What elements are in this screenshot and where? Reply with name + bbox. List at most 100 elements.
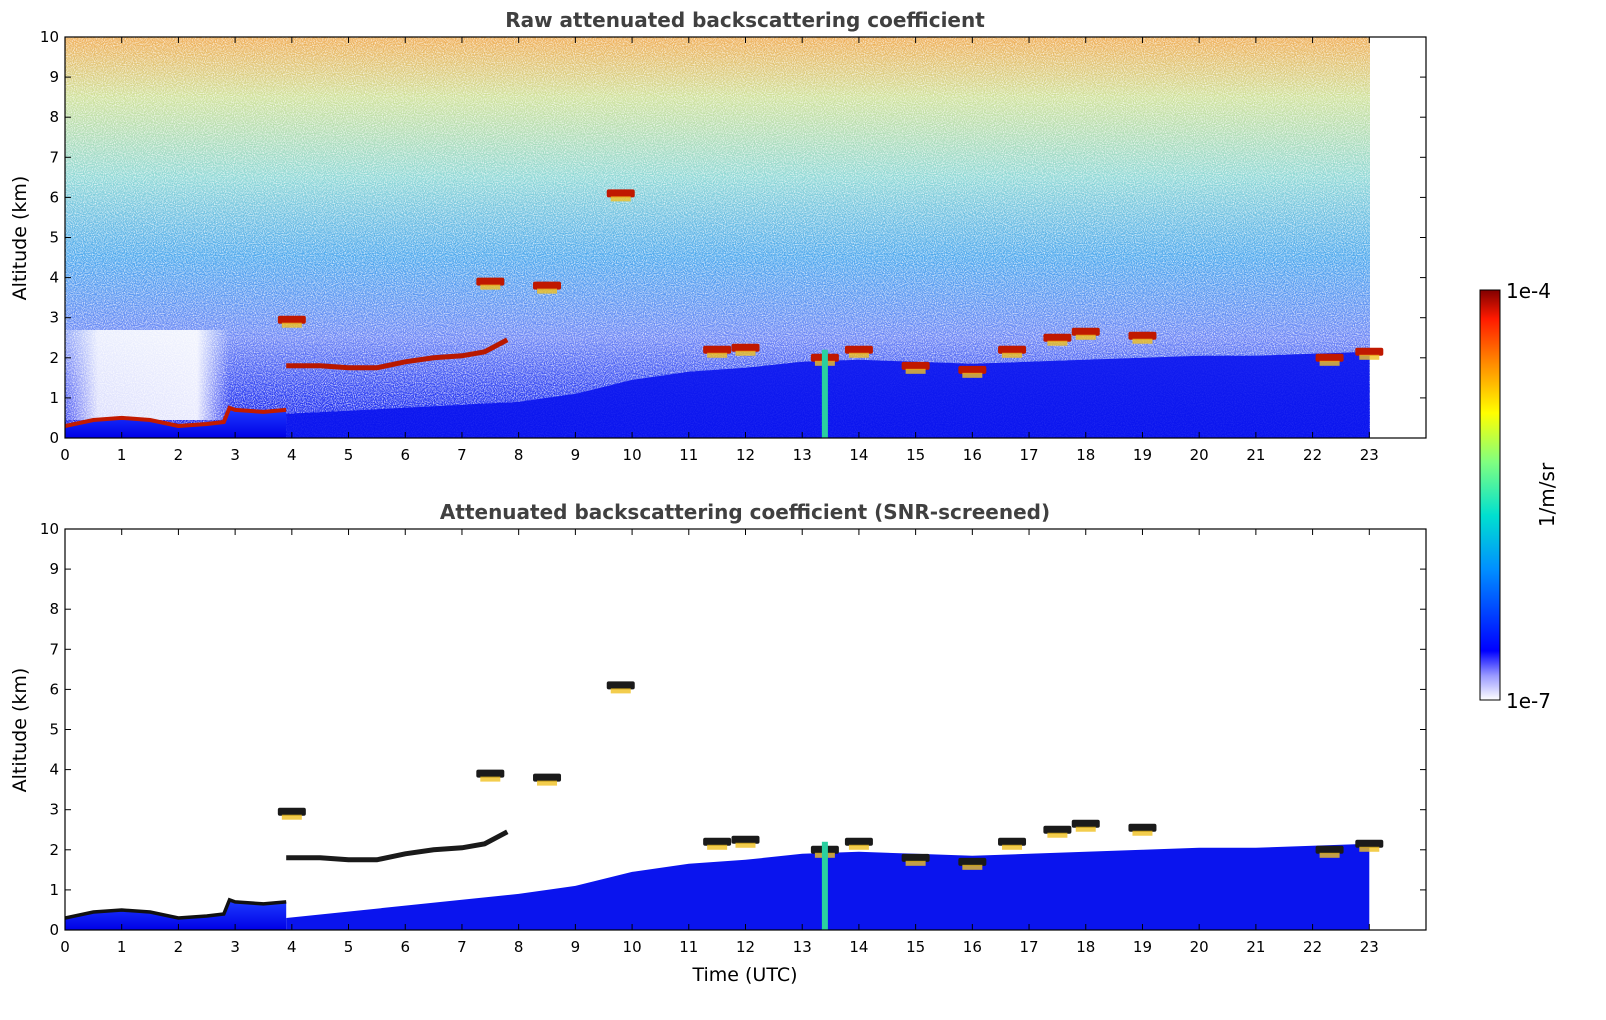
y-tick-label: 0 (49, 921, 59, 939)
raw-y-axis: 0 1 2 3 4 5 6 7 8 9 10 (40, 28, 1426, 447)
cloud-patch (606, 681, 635, 694)
y-tick-label: 8 (49, 600, 59, 618)
x-tick-label: 6 (400, 446, 410, 464)
x-tick-label: 14 (849, 446, 868, 464)
cloud-patch (277, 315, 306, 328)
x-tick-label: 0 (60, 938, 70, 956)
snr-boundary-layer-top (65, 897, 287, 920)
colorbar-max-label: 1e-4 (1506, 279, 1551, 303)
y-tick-label: 8 (49, 108, 59, 126)
raw-cloud-patches (277, 189, 1384, 378)
y-tick-label: 1 (49, 881, 59, 899)
x-tick-label: 1 (117, 938, 127, 956)
snr-residual-layer (286, 829, 509, 863)
cloud-patch (1043, 825, 1072, 838)
colorbar-min-label: 1e-7 (1506, 689, 1551, 713)
cloud-patch (533, 281, 562, 294)
x-tick-label: 17 (1019, 446, 1038, 464)
y-tick-label: 3 (49, 309, 59, 327)
raw-x-axis: 0 1 2 3 4 5 6 7 8 9 10 11 12 13 14 15 16 17 18 19 20 21 22 23 (60, 37, 1379, 464)
x-tick-label: 5 (344, 938, 354, 956)
snr-heatmap-image (65, 681, 1384, 930)
y-tick-label: 6 (49, 188, 59, 206)
raw-boundary-layer-top (65, 405, 287, 429)
x-tick-label: 2 (174, 446, 184, 464)
colorbar-units-label: 1/m/sr (1535, 462, 1559, 527)
x-tick-label: 12 (736, 938, 755, 956)
y-tick-label: 10 (40, 520, 59, 538)
snr-y-axis-label: Altitude (km) (9, 668, 31, 793)
cloud-patch (476, 277, 505, 290)
raw-boundary-layer (65, 407, 287, 438)
x-tick-label: 6 (400, 938, 410, 956)
x-tick-label: 13 (793, 938, 812, 956)
x-tick-label: 11 (679, 938, 698, 956)
snr-x-axis: 0 1 2 3 4 5 6 7 8 9 10 11 12 13 14 15 16 17 18 19 20 21 22 23 (60, 529, 1379, 956)
cloud-patch (1315, 353, 1344, 366)
x-tick-label: 10 (623, 938, 642, 956)
y-tick-label: 9 (49, 560, 59, 578)
cloud-patch (901, 361, 930, 374)
y-tick-label: 5 (49, 721, 59, 739)
x-tick-label: 5 (344, 446, 354, 464)
y-tick-label: 4 (49, 761, 59, 779)
colorbar: 1e-4 1e-7 1/m/sr (1479, 279, 1559, 713)
x-tick-label: 11 (679, 446, 698, 464)
y-tick-label: 2 (49, 841, 59, 859)
snr-boundary-layer (65, 899, 287, 930)
x-tick-label: 0 (60, 446, 70, 464)
x-tick-label: 3 (230, 938, 240, 956)
cloud-patch (277, 807, 306, 820)
x-tick-label: 16 (963, 446, 982, 464)
x-tick-label: 8 (514, 446, 524, 464)
x-tick-label: 15 (906, 446, 925, 464)
y-tick-label: 6 (49, 680, 59, 698)
cloud-patch (533, 773, 562, 786)
x-tick-label: 13 (793, 446, 812, 464)
cloud-patch (731, 343, 760, 356)
y-tick-label: 2 (49, 349, 59, 367)
x-tick-label: 7 (457, 938, 467, 956)
y-tick-label: 7 (49, 148, 59, 166)
snr-screened-panel: Attenuated backscattering coefficient (S… (9, 500, 1427, 986)
cloud-patch (606, 189, 635, 202)
cloud-patch (1071, 327, 1100, 340)
x-tick-label: 3 (230, 446, 240, 464)
x-tick-label: 22 (1303, 938, 1322, 956)
y-tick-label: 0 (49, 429, 59, 447)
x-tick-label: 12 (736, 446, 755, 464)
y-tick-label: 1 (49, 389, 59, 407)
cloud-patch (703, 345, 732, 358)
cloud-patch (901, 853, 930, 866)
y-tick-label: 5 (49, 229, 59, 247)
y-tick-label: 3 (49, 801, 59, 819)
cloud-patch (844, 837, 873, 850)
cloud-patch (1128, 331, 1157, 344)
snr-y-axis: 0 1 2 3 4 5 6 7 8 9 10 (40, 520, 1426, 939)
cloud-patch (1355, 839, 1384, 852)
cloud-patch (1315, 845, 1344, 858)
cloud-patch (731, 835, 760, 848)
cloud-patch (958, 857, 987, 870)
snr-x-axis-label: Time (UTC) (691, 964, 797, 986)
x-tick-label: 22 (1303, 446, 1322, 464)
x-tick-label: 8 (514, 938, 524, 956)
x-tick-label: 19 (1133, 938, 1152, 956)
x-tick-label: 23 (1360, 446, 1379, 464)
cloud-patch (476, 769, 505, 782)
x-tick-label: 17 (1019, 938, 1038, 956)
x-tick-label: 15 (906, 938, 925, 956)
x-tick-label: 20 (1190, 938, 1209, 956)
x-tick-label: 16 (963, 938, 982, 956)
cloud-patch (958, 365, 987, 378)
x-tick-label: 20 (1190, 446, 1209, 464)
y-tick-label: 7 (49, 640, 59, 658)
cloud-patch (998, 837, 1027, 850)
raw-residual-layer (286, 337, 509, 371)
x-tick-label: 21 (1246, 938, 1265, 956)
raw-bright-column (821, 349, 828, 438)
cloud-patch (998, 345, 1027, 358)
x-tick-label: 2 (174, 938, 184, 956)
snr-cloud-patches (277, 681, 1384, 870)
y-tick-label: 10 (40, 28, 59, 46)
